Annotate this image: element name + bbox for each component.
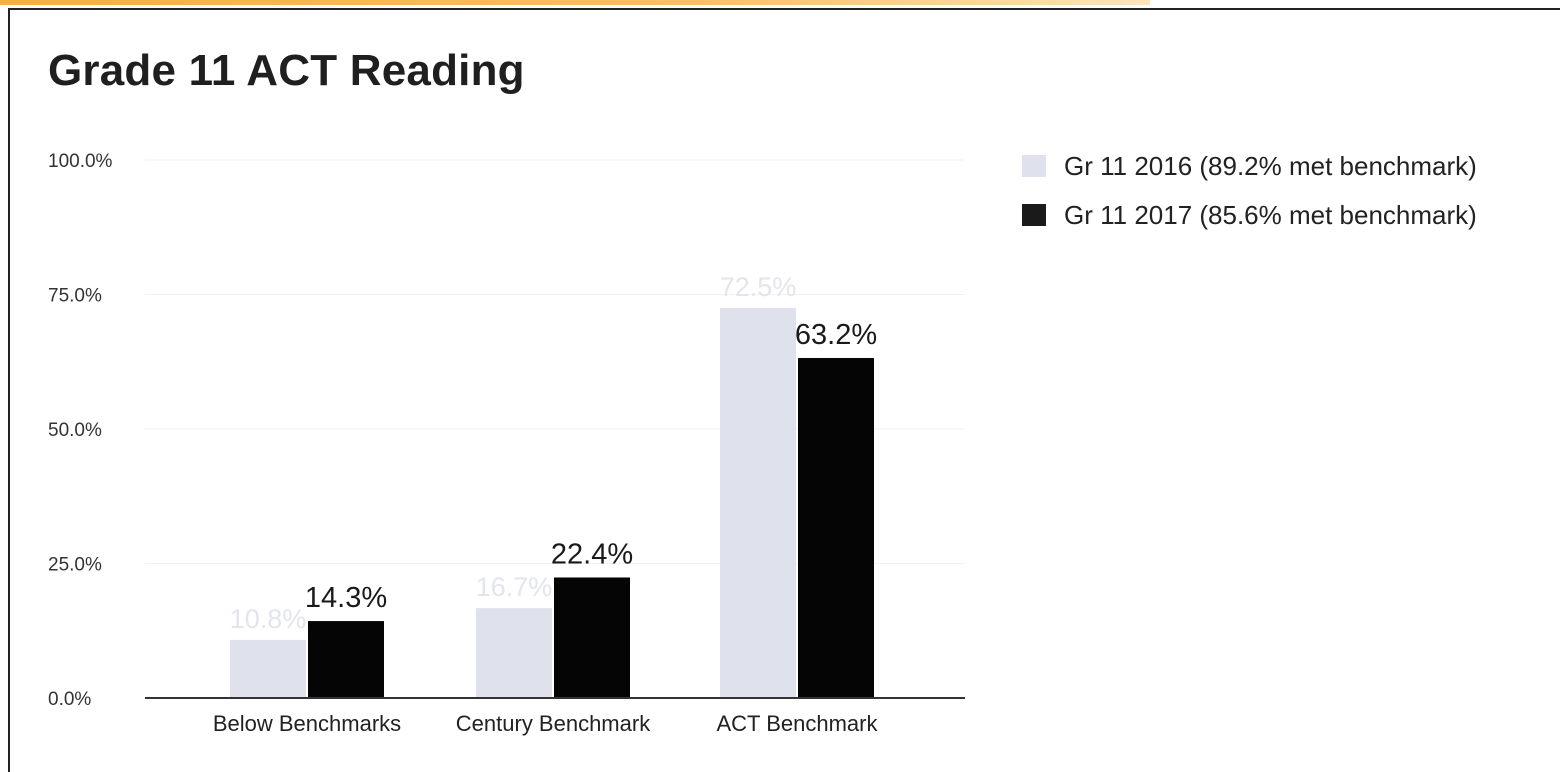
top-decoration-strip: [0, 0, 1568, 8]
bar-2016: [720, 307, 796, 698]
x-category-label: Below Benchmarks: [213, 711, 401, 736]
x-category-label: Century Benchmark: [456, 711, 651, 736]
y-tick-label: 25.0%: [48, 555, 102, 576]
legend: Gr 11 2016 (89.2% met benchmark) Gr 11 2…: [1022, 150, 1477, 251]
y-tick-label: 50.0%: [48, 420, 102, 441]
bar-2016: [476, 608, 552, 698]
y-tick-label: 75.0%: [48, 286, 102, 307]
x-category-label: ACT Benchmark: [717, 711, 879, 736]
legend-label-2016: Gr 11 2016 (89.2% met benchmark): [1064, 150, 1477, 181]
bar-2017: [308, 621, 384, 698]
bar-2017: [554, 577, 630, 698]
legend-item-2016[interactable]: Gr 11 2016 (89.2% met benchmark): [1022, 150, 1477, 181]
bars: [230, 307, 874, 698]
legend-item-2017[interactable]: Gr 11 2017 (85.6% met benchmark): [1022, 199, 1477, 230]
value-labels: 10.8%14.3% 16.7%22.4% 72.5% 63.2%: [230, 272, 877, 634]
legend-swatch-2017: [1022, 204, 1046, 226]
value-label-2017: 14.3%: [305, 582, 387, 614]
x-axis-categories: Below Benchmarks Century Benchmark ACT Ben…: [213, 711, 879, 736]
chart-title: Grade 11 ACT Reading: [48, 46, 525, 95]
value-label-2017: 63.2%: [795, 319, 877, 351]
y-axis-ticks: 0.0% 25.0% 50.0% 75.0% 100.0%: [48, 151, 113, 710]
bar-2016: [230, 639, 306, 698]
bar-2017: [798, 357, 874, 698]
legend-swatch-2016: [1022, 155, 1046, 177]
legend-label-2017: Gr 11 2017 (85.6% met benchmark): [1064, 199, 1477, 230]
y-tick-label: 100.0%: [48, 151, 113, 172]
value-label-2017: 22.4%: [551, 538, 633, 570]
y-tick-label: 0.0%: [48, 689, 91, 710]
value-label-2016: 10.8%: [230, 604, 307, 634]
value-label-2016: 16.7%: [476, 572, 553, 602]
orange-header-band: [0, 0, 1150, 5]
value-label-2016: 72.5%: [720, 272, 797, 302]
